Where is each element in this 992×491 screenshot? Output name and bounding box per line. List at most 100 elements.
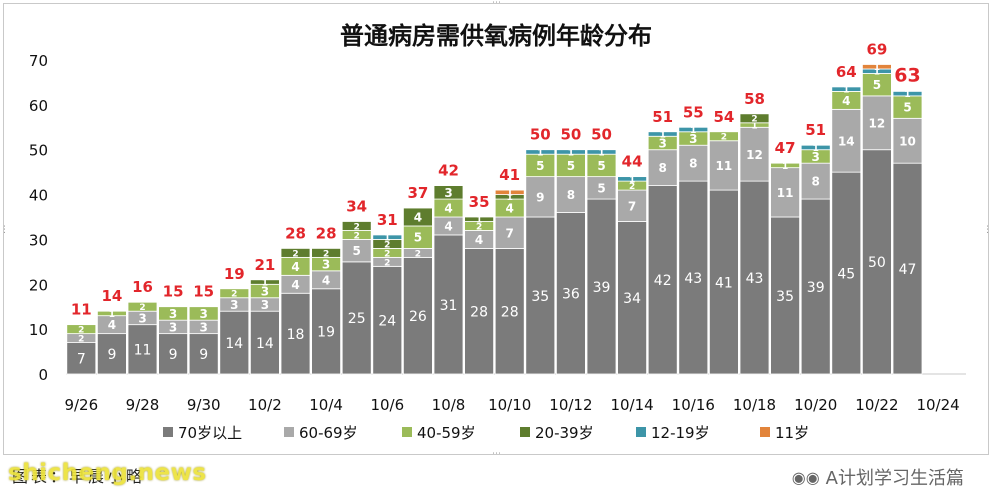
y-tick-label: 40: [29, 187, 48, 205]
x-tick-label: 10/20: [794, 396, 837, 414]
segment-value-label: 3: [200, 320, 208, 334]
bar-segment: [66, 342, 97, 375]
segment-value-label: 25: [348, 311, 366, 327]
bar-segment: [525, 216, 556, 375]
bar-segment: [770, 167, 800, 218]
bar-total-label: 37: [407, 184, 428, 202]
bar-segment: [586, 198, 617, 375]
x-tick-label: 9/30: [187, 396, 221, 414]
segment-value-label: 9: [199, 347, 208, 363]
bar-segment: [402, 256, 433, 375]
segment-value-label: 45: [837, 266, 855, 282]
bar-segment: [158, 306, 189, 321]
segment-value-label: 4: [291, 260, 299, 274]
bar-total-label: 58: [744, 90, 765, 108]
segment-value-label: 5: [353, 244, 361, 258]
bar-segment: [831, 171, 862, 375]
bar-segment: [862, 64, 892, 70]
bar-segment: [525, 176, 556, 218]
bar-segment: [188, 306, 219, 321]
segment-value-label: 1: [874, 63, 880, 73]
bar-segment: [433, 185, 464, 200]
segment-value-label: 1: [874, 68, 880, 78]
segment-value-label: 1: [568, 148, 574, 158]
segment-value-label: 1: [384, 234, 390, 244]
segment-value-label: 1: [109, 310, 115, 320]
bar-segment: [709, 189, 739, 375]
bar-segment: [647, 131, 678, 137]
y-tick-label: 10: [29, 321, 48, 339]
bar-segment: [678, 180, 709, 375]
x-tick-label: 9/28: [126, 396, 160, 414]
legend-swatch: [760, 427, 770, 437]
segment-value-label: 3: [138, 311, 146, 325]
segment-value-label: 14: [838, 134, 855, 148]
segment-value-label: 39: [807, 280, 825, 296]
bar-segment: [494, 189, 525, 195]
segment-value-label: 35: [776, 289, 794, 305]
bar-segment: [372, 265, 403, 375]
legend-label: 20-39岁: [535, 424, 594, 442]
segment-value-label: 1: [660, 130, 666, 140]
bar-total-label: 34: [346, 197, 367, 215]
x-tick-label: 10/4: [309, 396, 343, 414]
bar-total-label: 21: [254, 256, 275, 274]
legend-label: 60-69岁: [299, 424, 358, 442]
bar-segment: [249, 279, 280, 285]
segment-value-label: 47: [899, 262, 917, 278]
segment-value-label: 1: [507, 189, 513, 199]
segment-value-label: 31: [440, 298, 458, 314]
segment-value-label: 9: [536, 190, 544, 204]
bar-segment: [678, 126, 709, 133]
legend-swatch: [402, 427, 412, 437]
segment-value-label: 11: [716, 159, 733, 173]
segment-value-label: 1: [813, 144, 819, 154]
segment-value-label: 3: [261, 285, 269, 299]
bar-total-label: 16: [132, 278, 153, 296]
bar-total-label: 44: [622, 153, 643, 171]
segment-value-label: 7: [77, 352, 86, 368]
segment-value-label: 8: [812, 175, 820, 189]
x-tick-label: 10/2: [248, 396, 282, 414]
segment-value-label: 4: [414, 211, 422, 225]
bar-segment: [188, 333, 219, 375]
segment-value-label: 5: [903, 101, 911, 115]
segment-value-label: 1: [476, 216, 482, 226]
legend-label: 12-19岁: [651, 424, 710, 442]
x-tick-label: 10/12: [549, 396, 592, 414]
x-tick-label: 10/18: [733, 396, 776, 414]
bar-segment: [892, 162, 923, 375]
bar-total-label: 55: [683, 103, 704, 121]
bar-total-label: 28: [316, 224, 337, 242]
segment-value-label: 3: [659, 137, 667, 151]
segment-value-label: 2: [292, 249, 298, 259]
bar-segment: [311, 247, 342, 258]
bar-segment: [831, 86, 862, 92]
segment-value-label: 28: [501, 305, 519, 321]
x-tick-label: 9/26: [64, 396, 98, 414]
segment-value-label: 1: [507, 193, 513, 203]
bar-segment: [464, 216, 495, 222]
bar-total-label: 51: [805, 121, 826, 139]
bar-segment: [97, 310, 127, 317]
bar-segment: [678, 144, 709, 182]
bar-total-label: 31: [377, 211, 398, 229]
bar-segment: [341, 261, 372, 375]
segment-value-label: 2: [78, 326, 84, 336]
segment-value-label: 2: [354, 222, 360, 232]
segment-value-label: 43: [746, 271, 764, 287]
frame-handle-right: ⋮: [983, 225, 992, 235]
segment-value-label: 4: [291, 278, 299, 292]
bar-total-label: 50: [560, 126, 581, 144]
segment-value-label: 11: [777, 186, 794, 200]
bar-stacks: 7229411132933933143214331184421943225522…: [66, 63, 923, 375]
bar-segment: [800, 198, 831, 375]
bar-segment: [525, 149, 556, 155]
segment-value-label: 4: [444, 220, 452, 234]
segment-value-label: 2: [629, 182, 635, 192]
segment-value-label: 9: [169, 347, 178, 363]
frame-handle-left: ⋮: [0, 225, 9, 235]
x-tick-label: 10/6: [370, 396, 404, 414]
